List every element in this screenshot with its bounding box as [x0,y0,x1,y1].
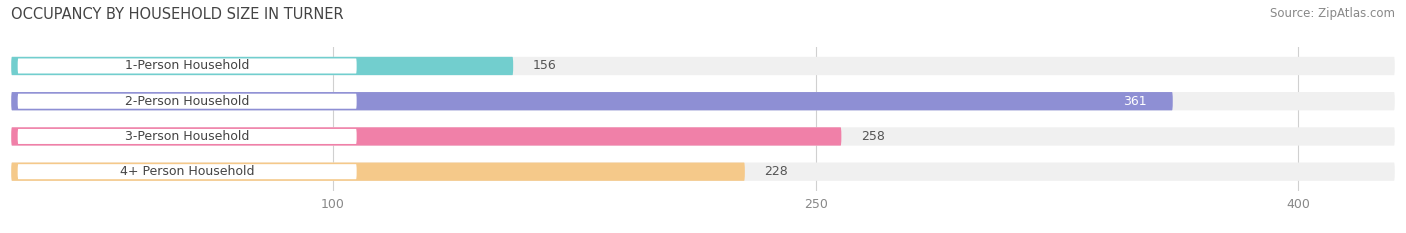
FancyBboxPatch shape [18,164,357,179]
Text: 2-Person Household: 2-Person Household [125,95,249,108]
Text: 228: 228 [763,165,787,178]
FancyBboxPatch shape [18,58,357,73]
Text: OCCUPANCY BY HOUSEHOLD SIZE IN TURNER: OCCUPANCY BY HOUSEHOLD SIZE IN TURNER [11,7,344,22]
Text: Source: ZipAtlas.com: Source: ZipAtlas.com [1270,7,1395,20]
Text: 4+ Person Household: 4+ Person Household [120,165,254,178]
FancyBboxPatch shape [11,163,1395,181]
FancyBboxPatch shape [18,94,357,109]
Text: 1-Person Household: 1-Person Household [125,59,249,72]
FancyBboxPatch shape [18,129,357,144]
FancyBboxPatch shape [11,57,1395,75]
Text: 258: 258 [860,130,884,143]
FancyBboxPatch shape [11,92,1395,110]
FancyBboxPatch shape [11,127,1395,146]
Text: 361: 361 [1123,95,1147,108]
FancyBboxPatch shape [11,163,745,181]
FancyBboxPatch shape [11,127,841,146]
FancyBboxPatch shape [11,92,1173,110]
Text: 156: 156 [533,59,557,72]
FancyBboxPatch shape [11,57,513,75]
Text: 3-Person Household: 3-Person Household [125,130,249,143]
